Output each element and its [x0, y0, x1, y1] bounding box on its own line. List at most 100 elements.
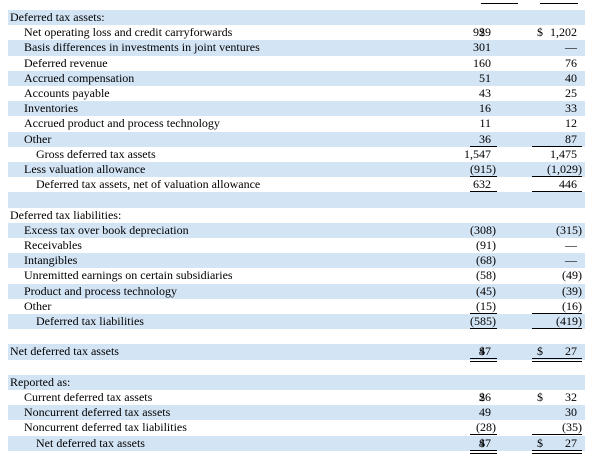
row-label: Inventories: [24, 101, 78, 116]
cell-value: 160: [473, 55, 491, 70]
cell-value: —: [565, 238, 577, 252]
currency-sign: $: [537, 344, 543, 359]
row-band: [8, 40, 585, 56]
cell-value: 25: [565, 86, 577, 100]
row-label: Product and process technology: [24, 283, 177, 298]
row-label: Receivables: [24, 238, 82, 252]
currency-sign: $: [537, 390, 543, 404]
underline: [470, 434, 497, 436]
currency-sign: $: [479, 390, 485, 404]
row-band: [8, 344, 585, 360]
cell-value: 40: [565, 70, 577, 85]
cell-value: (915): [470, 162, 496, 176]
underline: [470, 191, 497, 193]
cell-value: (91): [476, 238, 496, 252]
cell-value: 12: [565, 116, 577, 131]
row-band: [8, 101, 585, 117]
column-rule: [481, 3, 518, 4]
row-band: [8, 10, 585, 26]
cell-value: 76: [565, 55, 577, 70]
row-label: Net operating loss and credit carryforwa…: [24, 25, 233, 40]
column-rule: [540, 3, 578, 4]
cell-value: 47: [479, 344, 491, 359]
row-label: Intangibles: [24, 253, 78, 268]
cell-value: (39): [562, 283, 582, 298]
cell-value: 1,547: [464, 146, 491, 161]
currency-sign: $: [479, 344, 485, 359]
cell-value: (28): [476, 420, 496, 435]
cell-value: 30: [565, 405, 577, 420]
row-label: Accrued compensation: [24, 70, 135, 85]
cell-value: (35): [562, 420, 582, 435]
double-underline: [532, 449, 582, 454]
row-band: [8, 374, 585, 390]
underline: [470, 328, 497, 329]
cell-value: 632: [473, 177, 491, 192]
cell-value: 33: [565, 101, 577, 116]
row-label: Net deferred tax assets: [10, 344, 119, 359]
row-label: Unremitted earnings on certain subsidiar…: [24, 268, 233, 283]
underline: [532, 434, 582, 436]
cell-value: 1,202: [550, 25, 577, 40]
row-label: Deferred tax assets:: [10, 10, 105, 24]
row-band: [8, 70, 585, 86]
row-label: Deferred tax liabilities: [36, 314, 144, 328]
underline: [532, 312, 582, 314]
cell-value: (15): [476, 298, 496, 313]
cell-value: (585): [470, 314, 496, 328]
cell-value: 929: [473, 25, 491, 40]
cell-value: (58): [476, 268, 496, 283]
cell-value: —: [565, 40, 577, 55]
row-label: Accounts payable: [24, 86, 110, 100]
row-band: [8, 131, 585, 147]
cell-value: 32: [565, 390, 577, 404]
cell-value: 1,475: [550, 146, 577, 161]
underline: [532, 191, 582, 193]
row-label: Reported as:: [10, 374, 71, 389]
row-band: [8, 360, 585, 375]
cell-value: (308): [470, 222, 496, 237]
row-label: Other: [24, 298, 52, 313]
cell-value: 301: [473, 40, 491, 55]
cell-value: 11: [479, 116, 491, 131]
underline: [532, 145, 582, 147]
cell-value: 16: [479, 101, 491, 116]
cell-value: 36: [479, 131, 491, 146]
underline: [470, 312, 497, 314]
double-underline: [532, 358, 582, 363]
cell-value: (49): [562, 268, 582, 283]
currency-sign: $: [537, 25, 543, 40]
row-band: [8, 329, 585, 344]
row-label: Excess tax over book depreciation: [24, 222, 189, 237]
currency-sign: $: [537, 435, 543, 450]
row-label: Noncurrent deferred tax assets: [24, 405, 171, 420]
cell-value: 446: [559, 177, 577, 192]
row-band: [8, 162, 585, 178]
underline: [470, 176, 497, 177]
currency-sign: $: [479, 435, 485, 450]
underline: [532, 328, 582, 329]
row-label: Other: [24, 131, 52, 146]
row-band: [8, 299, 585, 314]
cell-value: 26: [479, 390, 491, 404]
cell-value: 27: [565, 344, 577, 359]
row-label: Noncurrent deferred tax liabilities: [24, 420, 187, 435]
row-band: [8, 435, 585, 451]
double-underline: [470, 358, 497, 363]
row-label: Accrued product and process technology: [24, 116, 220, 131]
underline: [532, 176, 582, 177]
cell-value: 49: [479, 405, 491, 420]
row-label: Less valuation allowance: [24, 162, 146, 176]
row-band: [8, 238, 585, 253]
cell-value: 43: [479, 86, 491, 100]
cell-value: (419): [556, 314, 582, 328]
row-label: Deferred revenue: [24, 55, 108, 70]
currency-sign: $: [479, 25, 485, 40]
row-label: Deferred tax assets, net of valuation al…: [36, 177, 261, 192]
cell-value: (45): [476, 283, 496, 298]
cell-value: —: [565, 253, 577, 268]
cell-value: 27: [565, 435, 577, 450]
cell-value: (16): [562, 298, 582, 313]
cell-value: (68): [476, 253, 496, 268]
row-label: Gross deferred tax assets: [36, 146, 156, 161]
